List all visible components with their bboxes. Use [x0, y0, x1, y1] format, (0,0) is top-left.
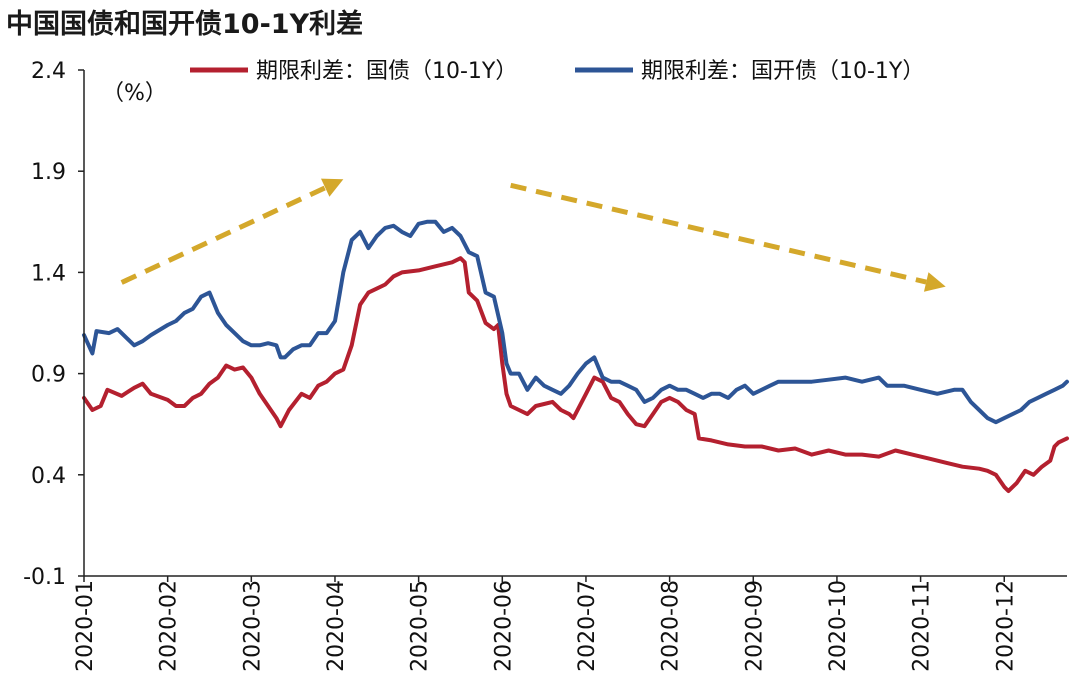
- x-tick-label: 2020-02: [157, 580, 182, 672]
- y-tick-label: -0.1: [23, 565, 66, 590]
- legend-label: 期限利差：国开债（10-1Y）: [641, 59, 924, 84]
- x-tick-label: 2020-11: [910, 580, 935, 672]
- x-tick-label: 2020-10: [826, 580, 851, 672]
- series-line-govt-bond: [82, 256, 1069, 493]
- y-axis-ticks: 2.4 1.9 1.4 0.9 0.4 -0.1: [23, 59, 84, 590]
- x-tick-label: 2020-07: [575, 580, 600, 672]
- trend-arrow-up-shaft: [120, 185, 327, 285]
- x-tick-label: 2020-01: [73, 580, 98, 672]
- legend: 期限利差：国债（10-1Y） 期限利差：国开债（10-1Y）: [190, 59, 924, 84]
- chart-title: 中国国债和国开债10-1Y利差: [6, 9, 364, 40]
- trend-arrow-down-head: [923, 272, 946, 292]
- legend-label: 期限利差：国债（10-1Y）: [256, 59, 517, 84]
- y-tick-label: 1.9: [31, 160, 66, 185]
- x-tick-label: 2020-05: [408, 580, 433, 672]
- x-tick-label: 2020-08: [659, 580, 684, 672]
- trend-arrow-down-shaft: [510, 182, 927, 285]
- x-tick-label: 2020-03: [240, 580, 265, 672]
- x-tick-label: 2020-09: [742, 580, 767, 672]
- series-lines: [82, 219, 1069, 493]
- trend-arrows: [120, 178, 946, 292]
- x-tick-label: 2020-04: [324, 580, 349, 672]
- x-axis-ticks: 2020-01 2020-02 2020-03 2020-04 2020-05 2020-…: [73, 576, 1018, 672]
- y-axis-unit-label: （%）: [102, 81, 167, 106]
- y-tick-label: 0.4: [31, 464, 66, 489]
- y-tick-label: 2.4: [31, 59, 66, 84]
- y-tick-label: 0.9: [31, 363, 66, 388]
- y-tick-label: 1.4: [31, 261, 66, 286]
- x-tick-label: 2020-06: [491, 580, 516, 672]
- x-tick-label: 2020-12: [993, 580, 1018, 672]
- axes: [83, 70, 1067, 577]
- series-line-cdb-bond: [82, 219, 1069, 425]
- trend-arrow-up-head: [320, 178, 344, 197]
